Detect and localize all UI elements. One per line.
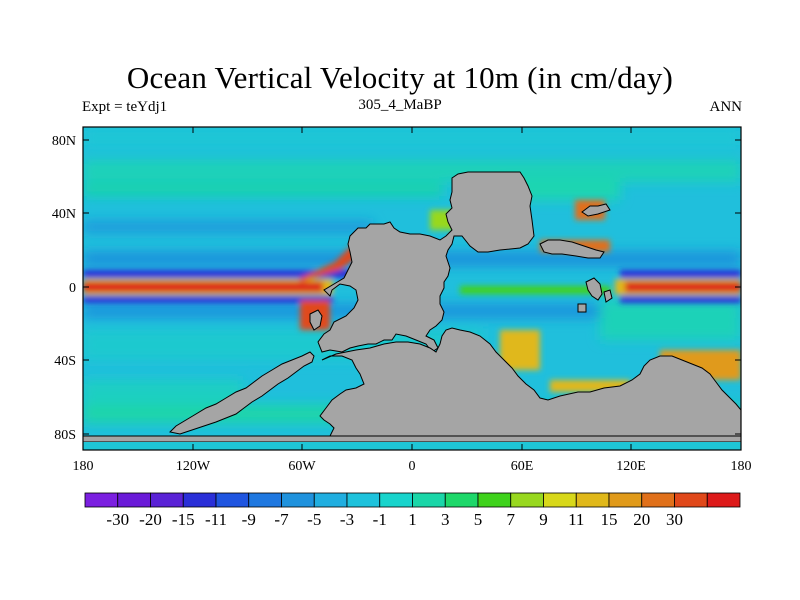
colorbar-box — [641, 492, 675, 508]
lat-label-80n: 80N — [52, 134, 76, 149]
colorbar-box — [706, 492, 741, 508]
colorbar-label: 9 — [539, 510, 548, 529]
lon-label-0: 0 — [409, 459, 416, 474]
period-label: 305_4_MaBP — [358, 97, 442, 113]
colorbar-label: -20 — [139, 510, 162, 529]
colorbar-box — [477, 492, 512, 508]
colorbar-label: 3 — [441, 510, 450, 529]
latitude-ticks — [83, 139, 741, 435]
colorbar-box — [346, 492, 381, 508]
colorbar-label: 7 — [507, 510, 516, 529]
lon-label-180w: 180 — [73, 459, 94, 474]
colorbar-box — [543, 492, 577, 508]
colorbar-box — [313, 492, 348, 508]
colorbar-box — [248, 492, 282, 508]
colorbar-label: -1 — [373, 510, 387, 529]
colorbar-box — [674, 492, 708, 508]
lat-label-0: 0 — [69, 281, 76, 296]
lon-label-180e: 180 — [731, 459, 752, 474]
season-label: ANN — [709, 99, 743, 115]
colorbar-label: -11 — [205, 510, 227, 529]
colorbar-label: 1 — [408, 510, 417, 529]
colorbar-label: -30 — [106, 510, 129, 529]
colorbar-label: -5 — [307, 510, 321, 529]
colorbar-label: -3 — [340, 510, 354, 529]
colorbar-label: 15 — [601, 510, 618, 529]
colorbar — [84, 492, 741, 508]
lat-label-40n: 40N — [52, 207, 76, 222]
colorbar-box — [150, 492, 184, 508]
colorbar-labels: -30 -20 -15 -11 -9 -7 -5 -3 -1 1 3 5 7 9 11 15 20 30 — [106, 510, 683, 529]
colorbar-box — [444, 492, 479, 508]
land-masses — [83, 171, 741, 443]
ocean-field — [83, 127, 741, 450]
colorbar-label: 30 — [666, 510, 683, 529]
lon-label-60e: 60E — [511, 459, 534, 474]
colorbar-box — [117, 492, 151, 508]
colorbar-box — [84, 492, 119, 508]
colorbar-label: -7 — [274, 510, 289, 529]
lat-label-40s: 40S — [54, 354, 76, 369]
colorbar-label: -15 — [172, 510, 195, 529]
colorbar-box — [215, 492, 250, 508]
colorbar-label: 11 — [568, 510, 584, 529]
colorbar-box — [510, 492, 544, 508]
lon-label-120e: 120E — [616, 459, 646, 474]
colorbar-box — [182, 492, 217, 508]
experiment-label: Expt = teYdj1 — [82, 99, 168, 115]
colorbar-box — [608, 492, 643, 508]
colorbar-box — [575, 492, 610, 508]
colorbar-box — [281, 492, 315, 508]
colorbar-label: 5 — [474, 510, 483, 529]
colorbar-label: -9 — [242, 510, 256, 529]
map-title: Ocean Vertical Velocity at 10m (in cm/da… — [126, 60, 674, 95]
lon-label-60w: 60W — [288, 459, 316, 474]
colorbar-label: 20 — [633, 510, 650, 529]
colorbar-box — [412, 492, 446, 508]
lat-label-80s: 80S — [54, 428, 76, 443]
colorbar-box — [379, 492, 413, 508]
longitude-ticks — [82, 127, 742, 450]
lon-label-120w: 120W — [176, 459, 211, 474]
